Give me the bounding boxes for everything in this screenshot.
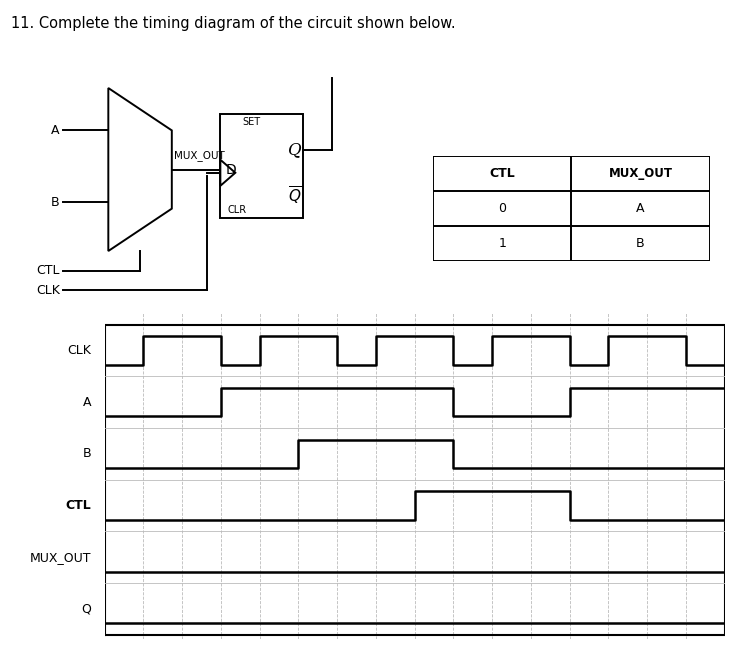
Bar <box>220 114 303 218</box>
Text: $\overline{Q}$: $\overline{Q}$ <box>288 185 302 207</box>
Text: Q: Q <box>81 602 91 615</box>
Text: CLR: CLR <box>228 205 247 215</box>
Text: MUX_OUT: MUX_OUT <box>173 151 224 161</box>
Text: CTL: CTL <box>489 168 515 181</box>
Text: A: A <box>82 396 91 409</box>
Text: A: A <box>52 124 60 137</box>
Text: MUX_OUT: MUX_OUT <box>609 168 672 181</box>
Text: 1: 1 <box>498 237 506 250</box>
Polygon shape <box>108 88 172 251</box>
Text: A: A <box>636 202 645 215</box>
Text: CTL: CTL <box>37 264 60 277</box>
Text: CLK: CLK <box>67 344 91 357</box>
Text: 11. Complete the timing diagram of the circuit shown below.: 11. Complete the timing diagram of the c… <box>11 16 456 31</box>
Text: MUX_OUT: MUX_OUT <box>30 551 91 564</box>
Text: SET: SET <box>243 117 261 127</box>
Text: CLK: CLK <box>36 284 60 297</box>
Text: B: B <box>82 447 91 460</box>
Text: CTL: CTL <box>65 499 91 512</box>
Polygon shape <box>220 160 235 186</box>
Text: B: B <box>51 196 60 209</box>
Text: B: B <box>636 237 645 250</box>
Text: D: D <box>226 162 237 177</box>
Text: Q: Q <box>288 141 301 158</box>
Text: 0: 0 <box>498 202 506 215</box>
